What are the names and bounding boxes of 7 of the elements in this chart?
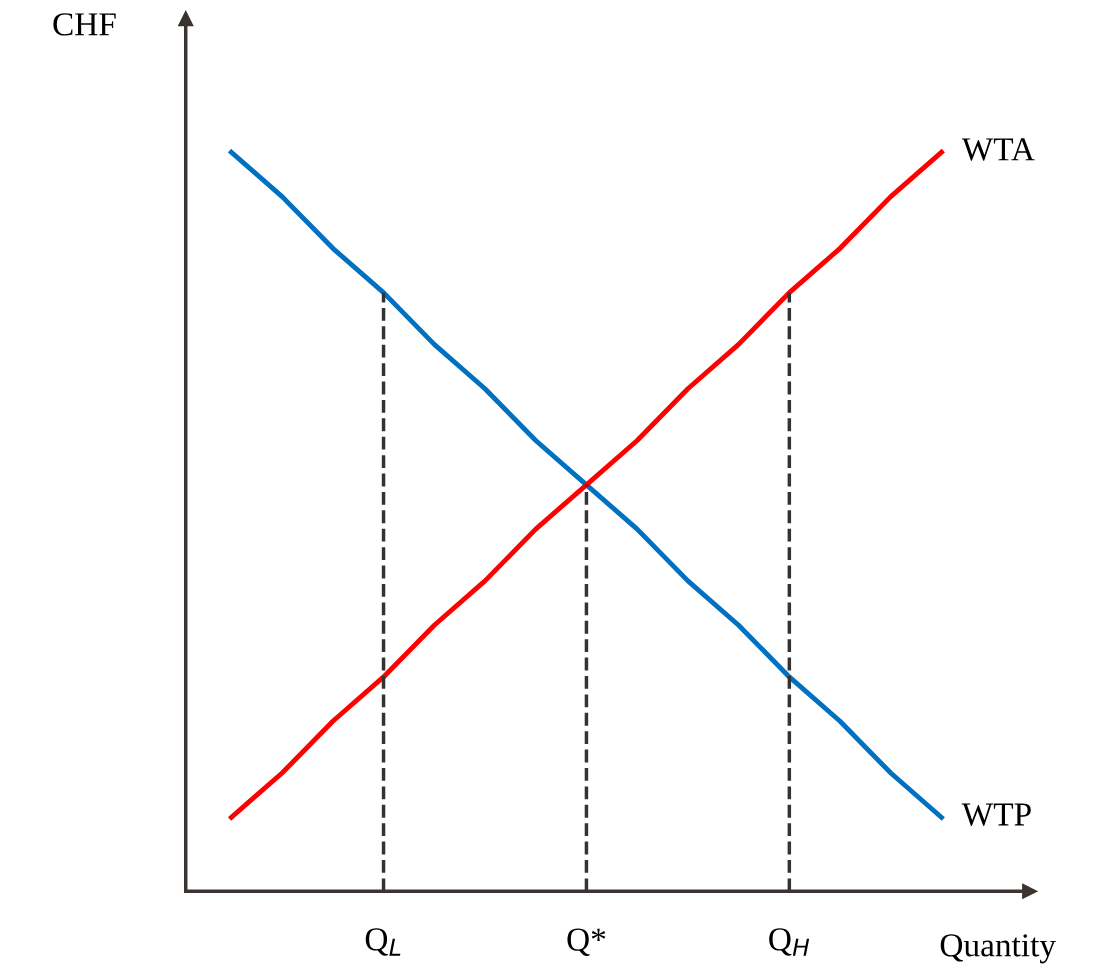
x-tick-label: Q* [567, 928, 606, 956]
series-label: WTA [961, 138, 1035, 161]
x-tick-label: Q$_{L}$ [365, 928, 401, 956]
x-tick-label: Q$_{H}$ [769, 928, 810, 956]
series-label: WTP [961, 803, 1031, 826]
x-axis-title: Quantity [940, 934, 1056, 964]
y-axis-title: CHF [53, 13, 116, 36]
